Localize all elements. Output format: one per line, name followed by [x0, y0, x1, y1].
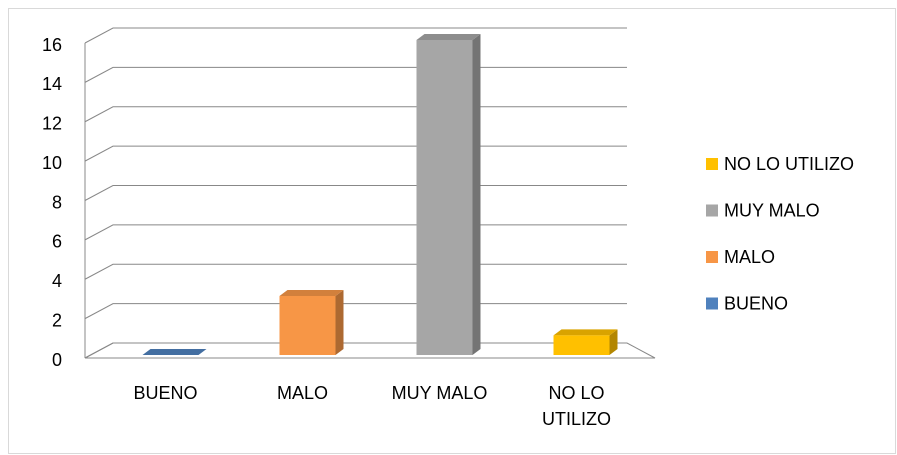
y-tick-label: 0 [52, 350, 62, 370]
bar [279, 289, 344, 355]
x-tick-label: NO LO UTILIZO [541, 383, 611, 429]
grid-line [84, 27, 627, 44]
legend-swatch [706, 158, 718, 170]
legend-swatch [706, 297, 718, 310]
y-tick-label: 16 [42, 35, 62, 55]
grid-line [84, 106, 627, 123]
x-tick-label: BUENO [133, 383, 198, 403]
grid-line [84, 263, 627, 280]
bar-side [472, 34, 481, 355]
legend-label: NO LO UTILIZO [724, 154, 854, 174]
bar-side [609, 329, 618, 355]
bar-front [416, 40, 473, 355]
bar-front [553, 335, 610, 355]
grid-line [84, 303, 627, 320]
x-tick-label: MUY MALO [391, 383, 488, 403]
legend-swatch [706, 204, 718, 217]
grid-line [84, 66, 627, 83]
y-tick-label: 6 [52, 232, 62, 252]
bar-top [279, 289, 344, 296]
grid-line [84, 145, 627, 162]
y-tick-label: 4 [52, 271, 62, 291]
legend-label: BUENO [724, 293, 788, 313]
bar [553, 329, 618, 355]
grid-line [84, 185, 627, 201]
bar-side [335, 289, 344, 355]
bar [416, 34, 481, 355]
y-tick-label: 2 [52, 310, 62, 330]
bar-top [142, 349, 207, 355]
bar-front [279, 295, 336, 355]
frame [8, 8, 896, 454]
legend-label: MUY MALO [724, 200, 820, 220]
y-tick-label: 10 [42, 153, 62, 173]
y-tick-label: 8 [52, 192, 62, 212]
grid-line [84, 224, 627, 241]
y-tick-label: 12 [42, 114, 62, 134]
bar-top [553, 329, 618, 336]
legend-swatch [706, 251, 718, 263]
y-tick-label: 14 [42, 74, 62, 94]
bar-top [416, 34, 481, 40]
bar [142, 349, 207, 355]
legend-label: MALO [724, 247, 775, 267]
x-tick-label: MALO [276, 383, 328, 403]
